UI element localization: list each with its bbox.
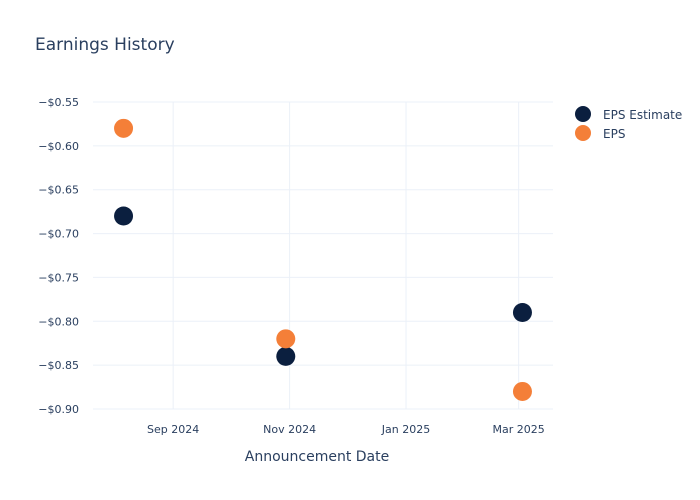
legend-marker-eps (575, 125, 591, 141)
y-tick-label: −$0.70 (38, 228, 79, 241)
y-tick-label: −$0.55 (38, 96, 79, 109)
y-axis-ticks: −$0.55 −$0.60 −$0.65 −$0.70 −$0.75 −$0.80 −$0.… (38, 96, 79, 416)
point-eps[interactable] (114, 118, 134, 138)
legend-item-eps[interactable]: EPS (575, 125, 625, 141)
legend-marker-eps-estimate (575, 106, 591, 122)
y-tick-label: −$0.90 (38, 403, 79, 416)
x-tick-label: Mar 2025 (493, 423, 545, 436)
y-tick-label: −$0.65 (38, 184, 79, 197)
point-eps-estimate[interactable] (114, 206, 134, 226)
y-tick-label: −$0.85 (38, 359, 79, 372)
x-axis-ticks: Sep 2024 Nov 2024 Jan 2025 Mar 2025 (147, 423, 545, 436)
x-tick-label: Jan 2025 (381, 423, 430, 436)
grid (93, 101, 553, 410)
point-eps[interactable] (276, 329, 296, 349)
y-tick-label: −$0.80 (38, 315, 79, 328)
y-tick-label: −$0.60 (38, 140, 79, 153)
legend-label-eps: EPS (603, 127, 625, 141)
data-points (114, 118, 532, 401)
point-eps[interactable] (512, 381, 532, 401)
x-tick-label: Sep 2024 (147, 423, 199, 436)
x-axis-title: Announcement Date (245, 449, 389, 465)
point-eps-estimate[interactable] (276, 346, 296, 366)
chart-title: Earnings History (35, 35, 175, 55)
y-tick-label: −$0.75 (38, 271, 79, 284)
legend-item-eps-estimate[interactable]: EPS Estimate (575, 106, 682, 122)
point-eps-estimate[interactable] (512, 303, 532, 323)
x-tick-label: Nov 2024 (263, 423, 316, 436)
legend-label-eps-estimate: EPS Estimate (603, 108, 682, 122)
legend: EPS Estimate EPS (575, 106, 682, 141)
